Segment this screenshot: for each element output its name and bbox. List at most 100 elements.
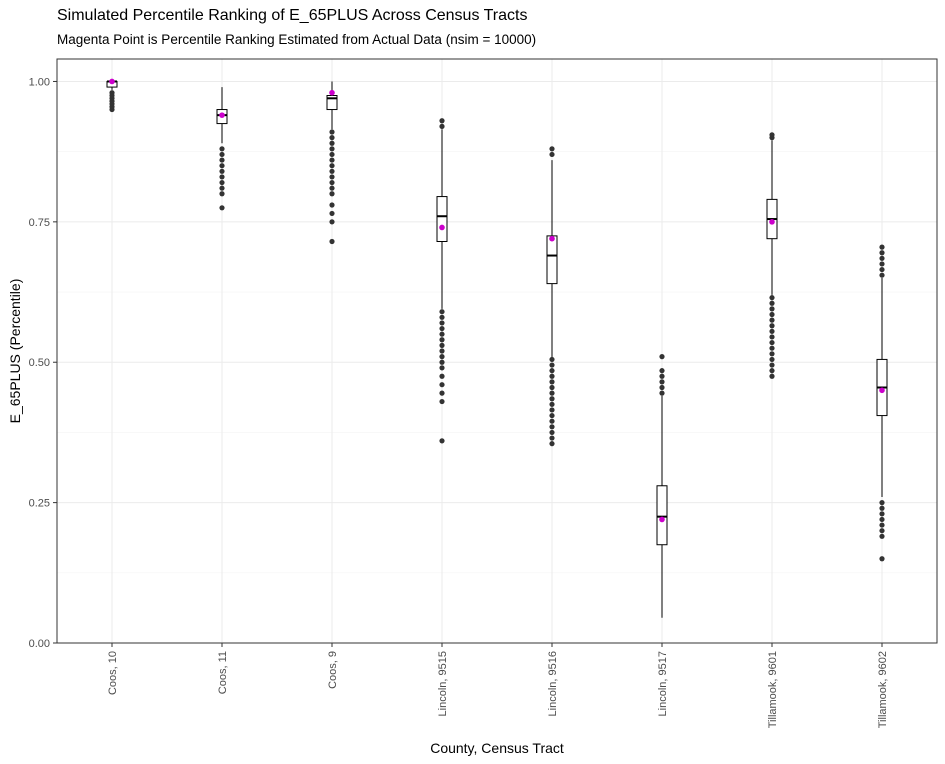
y-tick-label: 0.50 — [29, 357, 50, 369]
tick-layer: 0.00 0.25 0.50 0.75 1.00 Coos, 10 Coos, 11 Coos… — [29, 76, 889, 728]
outlier-point — [879, 500, 885, 506]
grid-lines — [57, 59, 937, 644]
chart-title: Simulated Percentile Ranking of E_65PLUS… — [57, 7, 528, 24]
box-group — [656, 354, 668, 618]
box-group — [876, 244, 888, 562]
actual-data-point — [219, 112, 225, 118]
outlier-point — [659, 390, 665, 396]
outlier-point — [439, 314, 445, 320]
outlier-point — [329, 219, 335, 225]
outlier-point — [879, 261, 885, 267]
actual-data-point — [879, 387, 885, 394]
outlier-point — [329, 146, 335, 152]
outlier-point — [439, 359, 445, 365]
outlier-point — [659, 379, 665, 385]
outlier-point — [439, 354, 445, 360]
outlier-point — [879, 528, 885, 534]
box-group — [546, 146, 558, 447]
y-tick-label: 0.75 — [29, 217, 50, 229]
outlier-point — [219, 174, 225, 180]
box-group — [766, 132, 778, 379]
outlier-point — [769, 132, 775, 138]
actual-data-point — [549, 235, 555, 242]
outlier-point — [549, 435, 555, 441]
outlier-point — [769, 334, 775, 340]
x-tick-label: Coos, 11 — [217, 651, 229, 694]
outlier-point — [549, 418, 555, 424]
x-tick-label: Coos, 9 — [327, 651, 339, 689]
outlier-point — [549, 146, 555, 152]
box-layer — [106, 78, 888, 618]
outlier-point — [219, 191, 225, 197]
outlier-point — [769, 356, 775, 363]
outlier-point — [329, 238, 335, 245]
outlier-point — [329, 210, 335, 217]
outlier-point — [439, 390, 445, 396]
outlier-point — [549, 424, 555, 430]
x-tick-label: Coos, 10 — [107, 651, 119, 695]
outlier-point — [549, 441, 555, 447]
outlier-point — [439, 118, 445, 124]
outlier-point — [769, 317, 775, 323]
outlier-point — [879, 505, 885, 511]
outlier-point — [769, 345, 775, 351]
box-iqr — [326, 95, 338, 111]
outlier-point — [659, 384, 665, 391]
outlier-point — [439, 342, 445, 348]
actual-data-point — [439, 224, 445, 231]
outlier-point — [439, 373, 445, 379]
outlier-point — [769, 339, 775, 346]
outlier-point — [219, 163, 225, 169]
outlier-point — [549, 401, 555, 407]
outlier-point — [439, 123, 445, 129]
outlier-point — [879, 511, 885, 517]
outlier-point — [549, 407, 555, 413]
outlier-point — [439, 382, 445, 388]
x-tick-label: Lincoln, 9516 — [547, 651, 559, 716]
outlier-point — [879, 272, 885, 278]
outlier-point — [549, 412, 555, 419]
outlier-point — [879, 522, 885, 528]
outlier-point — [439, 320, 445, 326]
outlier-point — [769, 328, 775, 334]
box-group — [326, 81, 338, 245]
outlier-point — [329, 191, 335, 197]
outlier-point — [439, 398, 445, 405]
outlier-point — [439, 325, 445, 332]
outlier-point — [219, 168, 225, 174]
panel-border — [56, 58, 938, 644]
outlier-point — [769, 323, 775, 329]
outlier-point — [329, 163, 335, 169]
actual-data-point — [659, 516, 665, 523]
box-iqr — [656, 485, 668, 546]
outlier-point — [769, 311, 775, 318]
y-axis-title: E_65PLUS (Percentile) — [7, 279, 23, 424]
box-iqr — [436, 196, 448, 242]
outlier-point — [549, 379, 555, 385]
outlier-point — [219, 151, 225, 158]
y-tick-label: 0.00 — [29, 638, 50, 650]
outlier-point — [549, 390, 555, 396]
outlier-point — [769, 300, 775, 306]
x-axis-title: County, Census Tract — [430, 740, 564, 756]
outlier-point — [329, 202, 335, 208]
outlier-point — [769, 295, 775, 301]
outlier-point — [769, 362, 775, 368]
outlier-point — [879, 255, 885, 261]
outlier-point — [549, 429, 555, 436]
outlier-point — [329, 168, 335, 174]
outlier-point — [769, 373, 775, 379]
outlier-point — [879, 250, 885, 256]
box-group — [436, 118, 448, 444]
box-group — [216, 87, 228, 211]
outlier-point — [439, 331, 445, 337]
outlier-point — [879, 533, 885, 539]
outlier-point — [659, 354, 665, 360]
outlier-point — [549, 362, 555, 368]
outlier-point — [329, 140, 335, 146]
outlier-point — [219, 185, 225, 191]
y-tick-label: 0.25 — [29, 498, 50, 510]
actual-data-point — [769, 219, 775, 225]
outlier-point — [439, 337, 445, 343]
outlier-point — [219, 146, 225, 152]
